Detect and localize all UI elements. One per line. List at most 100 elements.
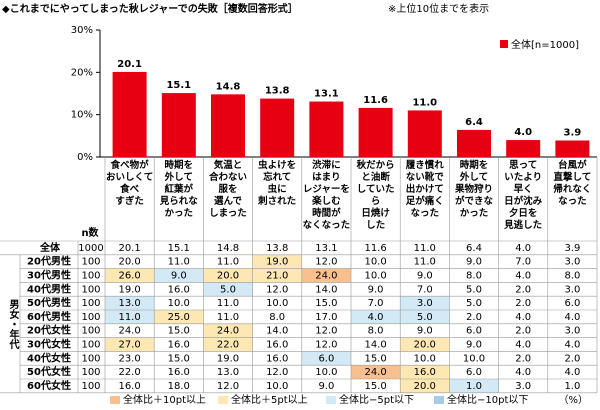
cell-value: 3.0 xyxy=(564,257,580,268)
cell-value: 12.0 xyxy=(315,326,337,337)
highlight-legend-label: 全体比＋10pt以上 xyxy=(123,393,206,406)
bar xyxy=(260,98,295,157)
row-label: 60代男性 xyxy=(27,310,71,323)
cell-value: 5.0 xyxy=(466,298,482,309)
cell-value: 2.0 xyxy=(466,312,482,323)
cell-value: 19.0 xyxy=(118,284,140,295)
group-label: 男女・年代 xyxy=(7,299,18,349)
cell-highlight xyxy=(203,268,253,283)
cell-highlight xyxy=(351,365,401,379)
y-tick-label: 10% xyxy=(71,110,93,121)
cell-value: 12.0 xyxy=(217,381,239,392)
cell-value: 4.0 xyxy=(515,271,531,282)
value-label: 14.8 xyxy=(216,81,241,92)
cell-value: 14.0 xyxy=(315,284,337,295)
cell-value: 3.0 xyxy=(564,284,580,295)
cell-value: 15.0 xyxy=(168,326,190,337)
cell-value: 2.0 xyxy=(515,284,531,295)
value-label: 11.0 xyxy=(412,97,437,108)
cell-highlight xyxy=(301,351,351,366)
value-label: 15.1 xyxy=(166,80,191,91)
cell-value: 4.0 xyxy=(368,312,384,323)
row-n: 100 xyxy=(81,367,100,378)
row-n: 100 xyxy=(81,340,100,351)
n-header: n数 xyxy=(81,226,99,239)
cell-value: 18.0 xyxy=(168,381,190,392)
cell-value: 2.0 xyxy=(515,326,531,337)
category-label: 虫よけを 忘れて 虫に 刺された xyxy=(258,160,297,207)
row-label: 60代女性 xyxy=(27,379,71,392)
row-label: 30代男性 xyxy=(27,269,71,282)
chart-title: ◆これまでにやってしまった秋レジャーでの失敗［複数回答形式］ xyxy=(2,2,298,15)
cell-value: 10.0 xyxy=(266,381,288,392)
cell-value: 26.0 xyxy=(118,271,140,282)
cell-value: 14.8 xyxy=(217,243,239,254)
cell-value: 4.0 xyxy=(515,367,531,378)
cell-value: 8.0 xyxy=(466,271,482,282)
category-label: 食べ物が おいしくて 食べ すぎた xyxy=(105,160,154,207)
row-n: 1000 xyxy=(78,243,103,254)
cell-highlight xyxy=(154,310,204,324)
category-label: 台風が 直撃して 帰れなく なった xyxy=(553,160,592,207)
cell-value: 15.0 xyxy=(168,353,190,364)
bar xyxy=(407,110,442,157)
cell-value: 23.0 xyxy=(118,353,140,364)
cell-value: 10.0 xyxy=(266,298,288,309)
cell-value: 10.0 xyxy=(414,353,436,364)
cell-value: 14.0 xyxy=(266,326,288,337)
cell-highlight xyxy=(400,296,450,310)
cell-value: 9.0 xyxy=(318,381,334,392)
cell-value: 16.0 xyxy=(168,284,190,295)
row-label: 40代女性 xyxy=(27,351,71,364)
category-label: 時期を 外して 果物狩り ができな かった xyxy=(454,160,493,219)
value-label: 13.8 xyxy=(265,86,290,97)
cell-value: 4.0 xyxy=(515,312,531,323)
cell-value: 9.0 xyxy=(466,340,482,351)
cell-value: 7.0 xyxy=(515,257,531,268)
cell-highlight xyxy=(400,365,450,379)
cell-highlight xyxy=(105,268,155,283)
cell-value: 16.0 xyxy=(168,367,190,378)
bar xyxy=(555,140,590,157)
cell-value: 19.0 xyxy=(266,257,288,268)
cell-value: 25.0 xyxy=(168,312,190,323)
cell-value: 1.0 xyxy=(466,381,482,392)
cell-value: 20.1 xyxy=(118,243,140,254)
cell-highlight xyxy=(105,337,155,352)
row-n: 100 xyxy=(81,257,100,268)
y-tick-label: 30% xyxy=(71,25,93,36)
cell-value: 11.0 xyxy=(217,298,239,309)
chart-note: ※上位10位までを表示 xyxy=(388,2,489,15)
bar xyxy=(457,129,491,157)
cell-value: 1.0 xyxy=(564,381,580,392)
cell-value: 10.0 xyxy=(463,353,485,364)
category-label: 思って いたより 早く 日が沈み 夕日を 見逃した xyxy=(504,160,543,231)
cell-value: 19.0 xyxy=(217,353,239,364)
cell-highlight xyxy=(449,379,499,393)
cell-value: 2.0 xyxy=(515,353,531,364)
category-label: 気温と 合わない 服を 選んで しまった xyxy=(208,160,247,219)
unit: （%） xyxy=(558,394,588,406)
cell-value: 17.0 xyxy=(315,312,337,323)
legend-label: 全体[n=1000] xyxy=(511,38,579,51)
highlight-swatch xyxy=(326,396,336,404)
cell-value: 9.0 xyxy=(466,257,482,268)
cell-value: 24.0 xyxy=(217,326,239,337)
highlight-legend-label: 全体比−10pt以下 xyxy=(447,393,528,406)
cell-value: 22.0 xyxy=(217,340,239,351)
cell-value: 16.0 xyxy=(414,367,436,378)
row-label: 50代男性 xyxy=(27,296,71,309)
cell-highlight xyxy=(252,254,302,269)
row-n: 100 xyxy=(81,271,100,282)
cell-value: 8.0 xyxy=(564,271,580,282)
cell-value: 20.0 xyxy=(118,257,140,268)
cell-value: 10.0 xyxy=(364,257,386,268)
cell-value: 11.6 xyxy=(364,243,386,254)
cell-highlight xyxy=(351,310,401,324)
legend-swatch xyxy=(500,40,508,48)
row-label: 20代男性 xyxy=(27,255,71,268)
row-n: 100 xyxy=(81,312,100,323)
category-label: 時期を 外して 紅葉が 見られな かった xyxy=(159,160,198,219)
cell-value: 8.0 xyxy=(368,326,384,337)
